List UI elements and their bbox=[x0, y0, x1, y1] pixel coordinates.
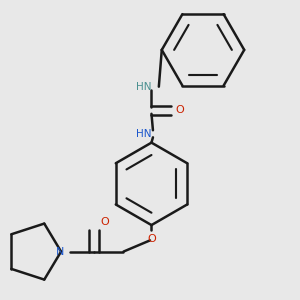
Text: O: O bbox=[100, 217, 109, 226]
Text: O: O bbox=[175, 105, 184, 115]
Text: O: O bbox=[147, 234, 156, 244]
Text: N: N bbox=[56, 247, 64, 256]
Text: HN: HN bbox=[136, 129, 152, 139]
Text: HN: HN bbox=[136, 82, 152, 92]
